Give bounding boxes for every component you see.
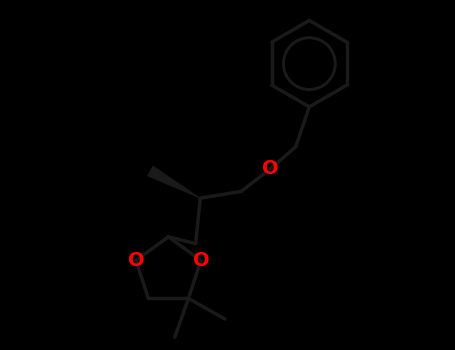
Text: O: O: [192, 251, 209, 270]
Text: O: O: [128, 251, 144, 270]
Text: O: O: [263, 159, 279, 178]
Polygon shape: [147, 166, 200, 198]
